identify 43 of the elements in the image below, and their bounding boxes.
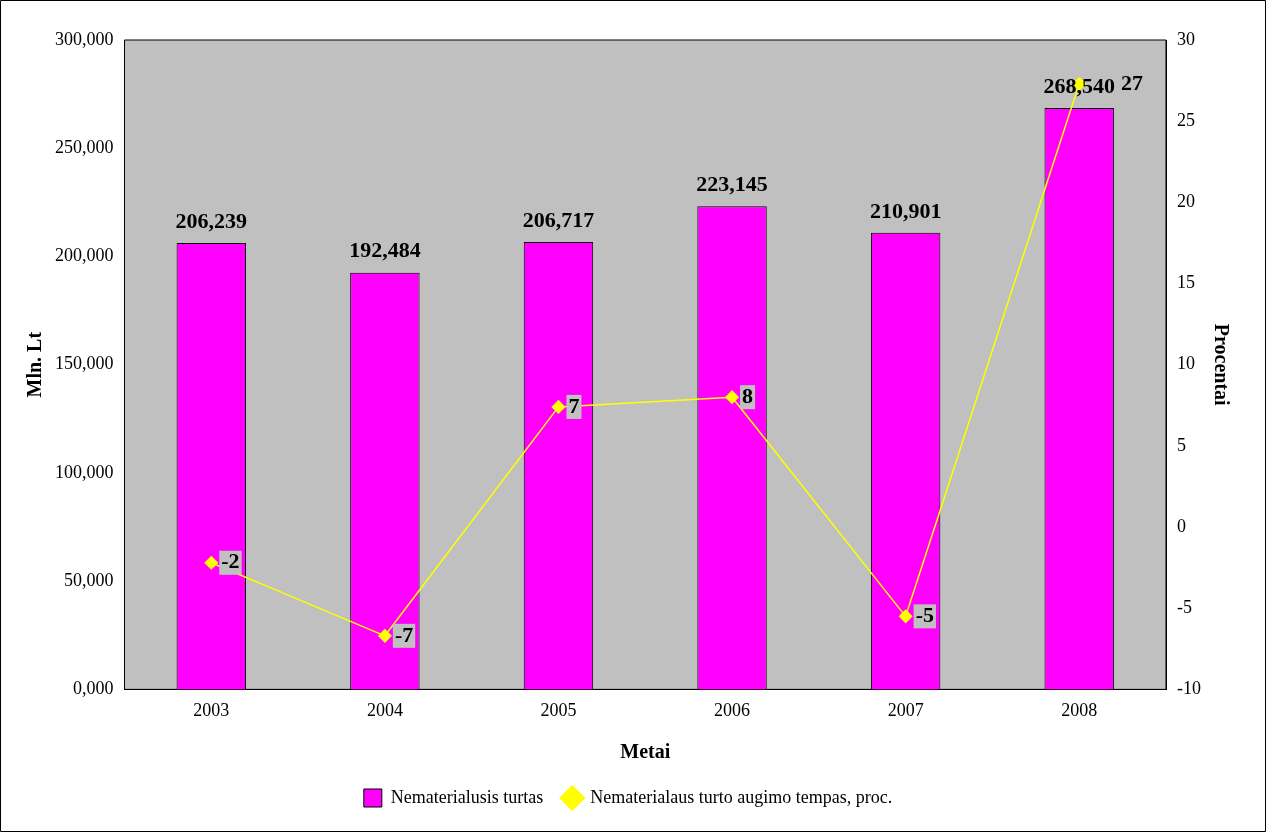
y2-tick-label: 15 [1177,272,1196,293]
data-label: 206,717 [522,206,595,232]
x-tick-label: 2008 [1061,699,1098,720]
legend-label: Nematerialusis turtas [390,786,544,807]
y-axis-title: Mln. Lt [23,331,46,398]
y-tick-label: 200,000 [55,245,114,266]
data-label: 8 [742,382,754,408]
legend-label: Nematerialaus turto augimo tempas, proc. [590,786,893,807]
y2-tick-label: 30 [1177,28,1196,49]
x-axis-title: Metai [620,740,671,763]
data-label: 223,145 [696,171,768,197]
data-label: 7 [568,392,580,418]
x-tick-label: 2007 [887,699,924,720]
y2-tick-label: 5 [1177,434,1187,455]
data-label: -2 [221,548,240,574]
data-label: -7 [394,621,414,647]
data-label: 27 [1120,69,1143,95]
data-label: 192,484 [349,237,421,263]
y2-tick-label: 20 [1177,191,1196,212]
x-tick-label: 2004 [366,699,403,720]
y-tick-label: 0,000 [73,678,114,699]
point [725,390,739,404]
y-tick-label: 100,000 [55,461,114,482]
y2-tick-label: -5 [1177,596,1193,617]
y-tick-label: 150,000 [55,353,114,374]
point [898,609,913,624]
data-label: -5 [915,602,934,628]
point [551,400,566,414]
y-tick-label: 300,000 [55,28,114,49]
y-tick-label: 250,000 [55,136,114,157]
point [378,629,392,643]
y2-tick-label: -10 [1177,678,1202,699]
y2-tick-label: 0 [1177,515,1187,536]
x-tick-label: 2005 [540,699,577,720]
x-tick-label: 2006 [714,699,751,720]
x-tick-label: 2003 [193,699,230,720]
y-tick-label: 50,000 [64,569,114,590]
y2-axis-title: Procentai [1210,323,1233,407]
data-label: 210,901 [869,197,942,223]
y2-tick-label: 10 [1177,353,1196,374]
data-label: 206,239 [175,207,248,233]
y2-tick-label: 25 [1177,109,1196,130]
point [204,556,219,570]
